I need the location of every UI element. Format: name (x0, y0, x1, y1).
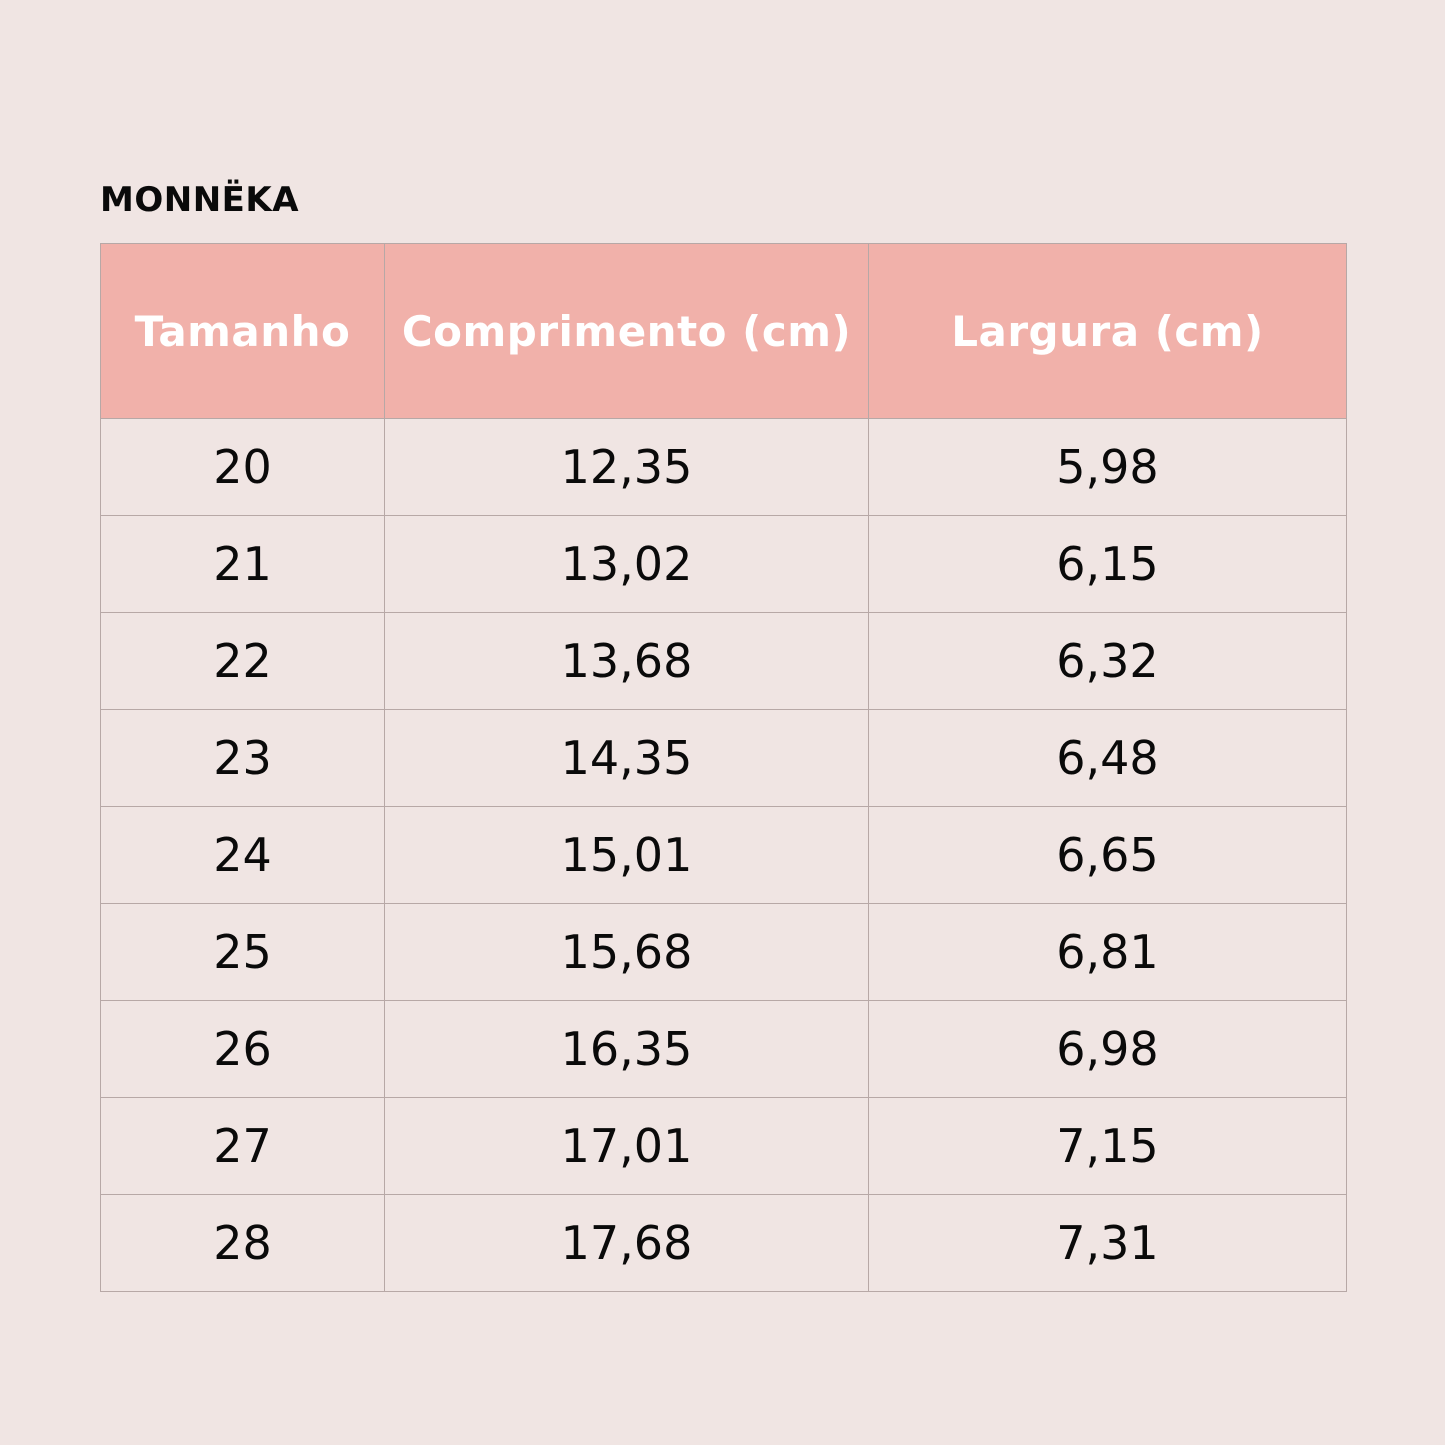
cell-size: 25 (100, 903, 385, 1001)
cell-width: 7,15 (868, 1097, 1347, 1195)
table-row: 28 17,68 7,31 (100, 1194, 1347, 1292)
cell-width: 6,81 (868, 903, 1347, 1001)
cell-width: 6,48 (868, 709, 1347, 807)
table-row: 26 16,35 6,98 (100, 1000, 1347, 1098)
cell-size: 21 (100, 515, 385, 613)
cell-size: 24 (100, 806, 385, 904)
header-width: Largura (cm) (868, 243, 1347, 419)
size-chart-table: Tamanho Comprimento (cm) Largura (cm) 20… (100, 243, 1347, 1292)
cell-length: 17,01 (384, 1097, 869, 1195)
cell-length: 17,68 (384, 1194, 869, 1292)
cell-width: 7,31 (868, 1194, 1347, 1292)
cell-length: 16,35 (384, 1000, 869, 1098)
cell-length: 15,01 (384, 806, 869, 904)
cell-size: 26 (100, 1000, 385, 1098)
table-row: 24 15,01 6,65 (100, 806, 1347, 904)
cell-width: 5,98 (868, 418, 1347, 516)
cell-width: 6,65 (868, 806, 1347, 904)
cell-length: 12,35 (384, 418, 869, 516)
cell-length: 15,68 (384, 903, 869, 1001)
cell-width: 6,15 (868, 515, 1347, 613)
table-header-row: Tamanho Comprimento (cm) Largura (cm) (100, 243, 1347, 419)
cell-size: 28 (100, 1194, 385, 1292)
cell-size: 22 (100, 612, 385, 710)
cell-width: 6,98 (868, 1000, 1347, 1098)
table-row: 25 15,68 6,81 (100, 903, 1347, 1001)
table-row: 22 13,68 6,32 (100, 612, 1347, 710)
table-row: 20 12,35 5,98 (100, 418, 1347, 516)
table-row: 27 17,01 7,15 (100, 1097, 1347, 1195)
cell-length: 13,68 (384, 612, 869, 710)
header-size: Tamanho (100, 243, 385, 419)
cell-width: 6,32 (868, 612, 1347, 710)
brand-title: MONNËKA (100, 180, 300, 220)
cell-length: 14,35 (384, 709, 869, 807)
header-length: Comprimento (cm) (384, 243, 869, 419)
cell-size: 20 (100, 418, 385, 516)
cell-length: 13,02 (384, 515, 869, 613)
table-row: 23 14,35 6,48 (100, 709, 1347, 807)
cell-size: 27 (100, 1097, 385, 1195)
cell-size: 23 (100, 709, 385, 807)
table-row: 21 13,02 6,15 (100, 515, 1347, 613)
